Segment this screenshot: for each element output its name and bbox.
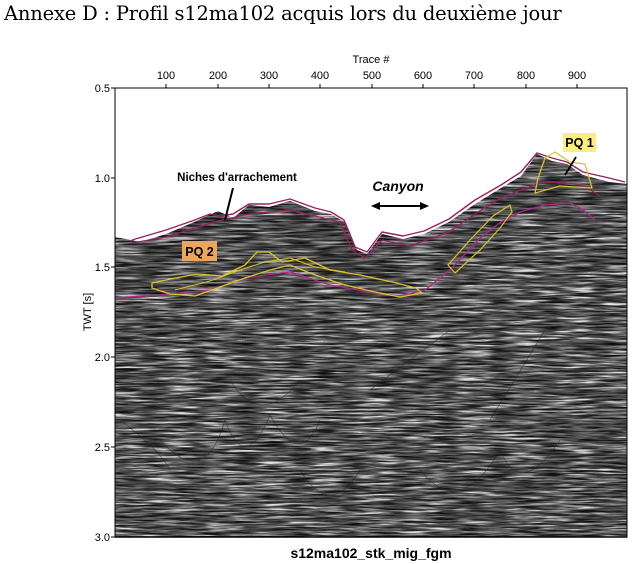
pq1-outline — [534, 151, 593, 194]
y-tick-label: 1.5 — [95, 262, 110, 274]
pq1-label-background — [563, 133, 596, 152]
pq2-inner-outline — [174, 257, 346, 291]
y-tick-label: 0.5 — [95, 83, 110, 95]
annotation-canyon: Canyon — [372, 178, 423, 194]
horizons — [115, 151, 626, 299]
double-arrow-icon — [371, 202, 429, 210]
x-tick-label: 700 — [465, 70, 483, 82]
x-tick-label: 800 — [517, 70, 535, 82]
y-tick-label: 3.0 — [95, 532, 110, 544]
x-tick-label: 400 — [311, 70, 329, 82]
y-tick-label: 2.5 — [95, 442, 110, 454]
pq2-label-background — [182, 241, 217, 261]
y-tick-label: 1.0 — [95, 173, 110, 185]
pq1-flank-outline — [447, 204, 513, 274]
x-axis — [165, 84, 578, 88]
x-tick-label: 300 — [260, 70, 278, 82]
figure-caption: s12ma102_stk_mig_fgm — [290, 545, 451, 561]
niches-pointer-line — [224, 187, 234, 221]
x-tick-label: 900 — [568, 70, 586, 82]
pq2-outline — [151, 251, 423, 298]
page-title: Annexe D : Profil s12ma102 acquis lors d… — [4, 2, 562, 25]
annotations: Niches d'arrachement Canyon PQ 1 PQ 2 — [177, 133, 596, 261]
x-tick-label: 200 — [209, 70, 227, 82]
x-tick-label: 100 — [157, 70, 175, 82]
y-tick-label: 2.0 — [95, 352, 110, 364]
x-tick-label: 500 — [363, 70, 381, 82]
annotation-pq1: PQ 1 — [565, 136, 594, 150]
sub-seafloor-horizon — [131, 181, 601, 259]
annotation-niches: Niches d'arrachement — [177, 172, 297, 184]
x-tick-label: 600 — [414, 70, 432, 82]
seismic-data — [115, 154, 627, 537]
x-axis-title: Trace # — [353, 54, 391, 66]
annotation-pq2: PQ 2 — [185, 245, 214, 259]
pq1-pointer-line — [564, 156, 577, 176]
y-axis — [111, 87, 115, 538]
y-axis-title: TWT [s] — [82, 293, 94, 331]
